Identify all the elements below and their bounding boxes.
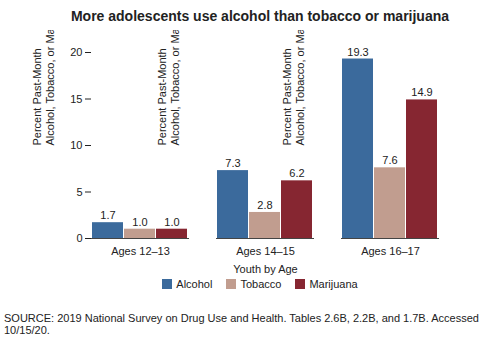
svg-text:7.6: 7.6 [382,154,397,166]
svg-text:15: 15 [70,93,82,105]
svg-text:7.3: 7.3 [225,157,240,169]
svg-text:Ages 12–13: Ages 12–13 [111,245,170,257]
svg-text:Ages 16–17: Ages 16–17 [361,245,420,257]
html-text:More adolescents use alcohol t: More adolescents use alcohol than tobacc… [70,8,449,24]
svg-text:6.2: 6.2 [289,167,304,179]
svg-text:14.9: 14.9 [411,86,432,98]
svg-text:1.7: 1.7 [100,209,115,221]
svg-text:Youth by Age: Youth by Age [233,263,297,275]
svg-text:Percent Past-MonthAlcohol, Tob: Percent Past-MonthAlcohol, Tobacco, or M… [31,30,56,146]
svg-text:Ages 14–15: Ages 14–15 [236,245,295,257]
svg-text:19.3: 19.3 [347,46,368,58]
svg-text:1.0: 1.0 [132,216,147,228]
html-text:Tobacco: Tobacco [240,278,282,290]
svg-text:Percent Past-MonthAlcohol, Tob: Percent Past-MonthAlcohol, Tobacco, or M… [156,30,181,146]
html-text:Marijuana: Marijuana [309,278,358,290]
html-text:SOURCE: 2019 National Survey o: SOURCE: 2019 National Survey on Drug Use… [4,312,479,336]
svg-text:10: 10 [70,139,82,151]
svg-text:2.8: 2.8 [257,199,272,211]
svg-text:Percent Past-MonthAlcohol, Tob: Percent Past-MonthAlcohol, Tobacco, or M… [281,30,306,146]
svg-text:20: 20 [70,46,82,58]
svg-text:1.0: 1.0 [164,216,179,228]
html-text:Alcohol: Alcohol [176,278,213,290]
svg-text:5: 5 [76,186,82,198]
svg-text:0: 0 [76,232,82,244]
